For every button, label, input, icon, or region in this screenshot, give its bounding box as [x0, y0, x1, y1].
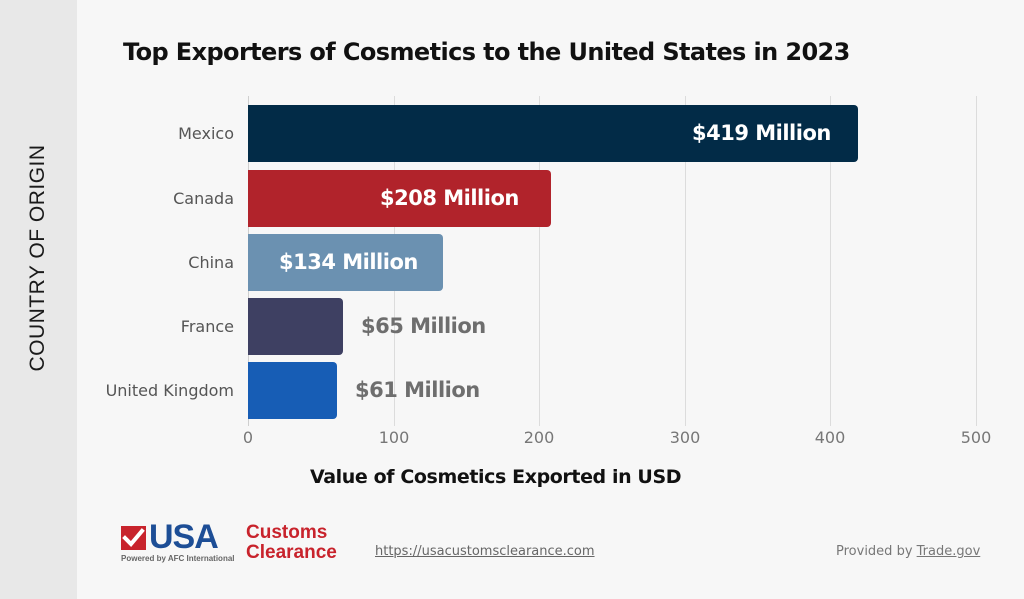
bar-label-canada: $208 Million [380, 186, 519, 210]
gridline-400 [830, 96, 831, 426]
x-tick-500: 500 [960, 428, 992, 447]
x-tick-100: 100 [378, 428, 410, 447]
gridline-300 [685, 96, 686, 426]
x-tick-300: 300 [669, 428, 701, 447]
x-tick-400: 400 [814, 428, 846, 447]
bar-label-mexico: $419 Million [692, 121, 831, 145]
website-link[interactable]: https://usacustomsclearance.com [375, 544, 595, 559]
bar-label-france: $65 Million [361, 314, 486, 338]
logo-clearance-text: Clearance [246, 542, 337, 563]
gridline-200 [539, 96, 540, 426]
source-prefix: Provided by [836, 544, 917, 559]
category-label-france: France [180, 317, 234, 336]
bar-mexico [248, 105, 858, 162]
chart-title: Top Exporters of Cosmetics to the United… [123, 38, 850, 66]
bar-france [248, 298, 343, 355]
logo-customs-text: Customs [246, 522, 328, 543]
bar-label-china: $134 Million [279, 250, 418, 274]
usa-customs-clearance-logo: USA Powered by AFC International Customs… [121, 520, 346, 566]
logo-usa-text: USA [149, 518, 219, 556]
gridline-500 [976, 96, 977, 426]
source-link[interactable]: Trade.gov [916, 544, 981, 559]
category-label-united-kingdom: United Kingdom [105, 381, 234, 400]
y-axis-band: COUNTRY OF ORIGIN [0, 0, 77, 599]
x-tick-0: 0 [242, 428, 254, 447]
x-tick-200: 200 [523, 428, 555, 447]
category-label-canada: Canada [173, 189, 234, 208]
category-label-china: China [188, 253, 234, 272]
bar-china [248, 234, 443, 291]
bar-label-united-kingdom: $61 Million [355, 378, 480, 402]
x-axis-label: Value of Cosmetics Exported in USD [310, 466, 682, 488]
plot-area: $419 Million $208 Million $134 Million $… [248, 96, 988, 426]
bar-canada [248, 170, 551, 227]
checkmark-icon [121, 526, 146, 550]
category-label-mexico: Mexico [178, 124, 234, 143]
source-credit: Provided by Trade.gov [836, 544, 980, 559]
logo-powered-by: Powered by AFC International [121, 554, 235, 563]
bar-united-kingdom [248, 362, 337, 419]
